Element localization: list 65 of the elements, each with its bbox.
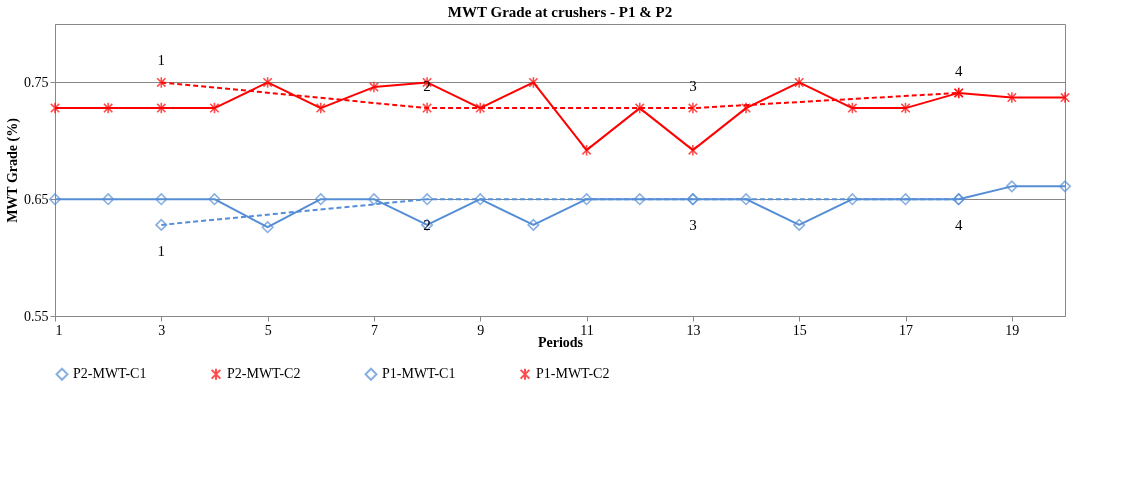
point xyxy=(367,193,380,206)
annotation: 3 xyxy=(689,78,697,95)
point xyxy=(687,102,698,115)
x-tick-label: 5 xyxy=(264,322,272,338)
point xyxy=(1060,91,1070,104)
point xyxy=(262,76,273,89)
point xyxy=(581,144,592,157)
point xyxy=(475,102,486,115)
annotation: 1 xyxy=(157,52,166,69)
point xyxy=(155,218,168,231)
x-tick-label: 9 xyxy=(477,322,485,338)
y-tick-label: 0.65 xyxy=(24,191,49,207)
point xyxy=(48,193,62,206)
legend-label: P1-MWT-C1 xyxy=(382,366,456,382)
point xyxy=(314,193,327,206)
point xyxy=(1006,91,1017,104)
x-tick-label: 7 xyxy=(370,322,378,338)
point xyxy=(102,193,115,206)
x-tick-label: 17 xyxy=(899,322,914,338)
legend-label: P1-MWT-C2 xyxy=(536,366,610,382)
point xyxy=(209,102,220,115)
y-axis-title: MWT Grade (%) xyxy=(5,117,21,223)
point xyxy=(208,193,221,206)
point xyxy=(899,193,912,206)
point xyxy=(422,102,433,115)
chart-title: MWT Grade at crushers - P1 & P2 xyxy=(447,4,673,20)
x-tick-label: 15 xyxy=(792,322,807,338)
point xyxy=(528,76,539,89)
point xyxy=(156,102,167,115)
annotation: 1 xyxy=(157,242,166,259)
point xyxy=(156,76,167,89)
point xyxy=(527,218,540,231)
point xyxy=(634,102,645,115)
point xyxy=(421,193,434,206)
x-tick-label: 19 xyxy=(1005,322,1020,338)
annotation: 4 xyxy=(954,62,963,79)
point xyxy=(1058,180,1072,193)
annotation: 3 xyxy=(689,217,697,234)
point xyxy=(794,76,805,89)
point xyxy=(315,102,326,115)
legend-label: P2-MWT-C2 xyxy=(227,366,301,382)
y-tick-label: 0.55 xyxy=(24,308,49,324)
y-tick-label: 0.75 xyxy=(24,74,49,90)
x-tick-label: 3 xyxy=(158,322,166,338)
point xyxy=(261,221,274,234)
annotation: 2 xyxy=(423,217,431,234)
point xyxy=(900,102,911,115)
point xyxy=(474,193,487,206)
point xyxy=(793,218,806,231)
point xyxy=(155,193,168,206)
point xyxy=(687,144,698,157)
point xyxy=(633,193,646,206)
x-tick-label: 13 xyxy=(686,322,701,338)
point xyxy=(740,193,753,206)
point xyxy=(368,81,379,94)
x-tick-label: 1 xyxy=(55,322,63,338)
annotation: 4 xyxy=(954,217,963,234)
point xyxy=(846,193,859,206)
point xyxy=(847,102,858,115)
point xyxy=(50,102,60,115)
point xyxy=(103,102,114,115)
point xyxy=(580,193,593,206)
point xyxy=(1005,180,1018,193)
point xyxy=(741,102,752,115)
legend-label: P2-MWT-C1 xyxy=(73,366,147,382)
